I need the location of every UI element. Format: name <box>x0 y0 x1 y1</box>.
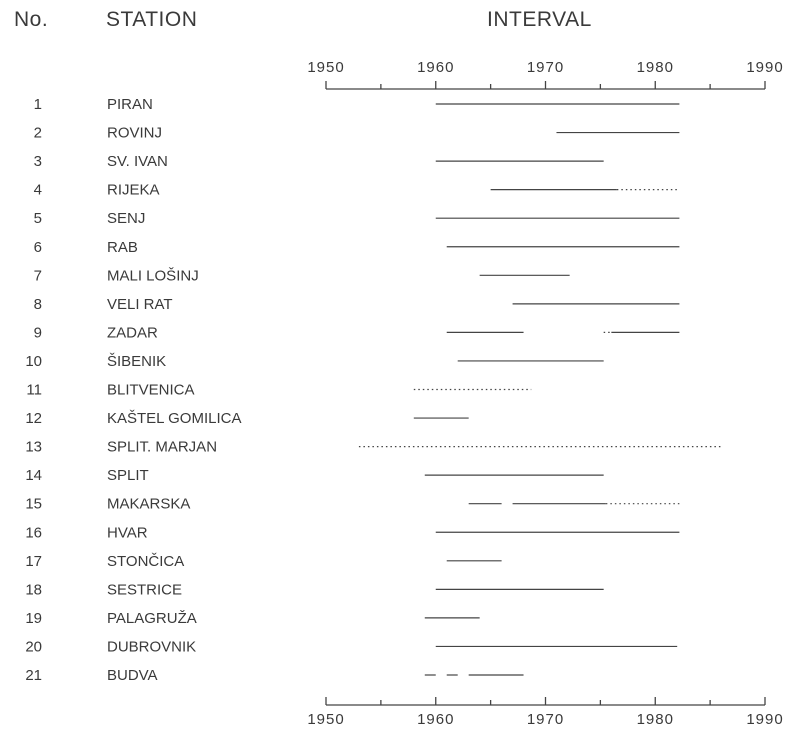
station-row: 21 BUDVA <box>25 667 524 684</box>
station-number: 3 <box>34 153 42 170</box>
bottom-tick-label: 1960 <box>417 711 454 728</box>
station-row: 18 SESTRICE <box>25 581 604 598</box>
header-no: No. <box>14 8 49 31</box>
station-row: 11 BLITVENICA <box>26 382 532 399</box>
station-row: 15 MAKARSKA <box>25 496 680 513</box>
station-number: 18 <box>25 581 42 598</box>
station-name: SPLIT. MARJAN <box>107 439 217 456</box>
station-row: 8 VELI RAT <box>34 296 680 313</box>
station-number: 7 <box>34 267 42 284</box>
station-number: 10 <box>25 353 42 370</box>
station-row: 5 SENJ <box>34 210 680 227</box>
station-number: 15 <box>25 496 42 513</box>
station-row: 1 PIRAN <box>34 96 680 113</box>
top-tick-label: 1980 <box>637 59 674 76</box>
station-row: 4 RIJEKA <box>34 182 680 199</box>
station-name: RIJEKA <box>107 182 160 199</box>
header-interval: INTERVAL <box>487 8 592 31</box>
station-row: 13 SPLIT. MARJAN <box>25 439 722 456</box>
station-number: 12 <box>25 410 42 427</box>
station-name: BLITVENICA <box>107 382 195 399</box>
top-tick-label: 1960 <box>417 59 454 76</box>
station-name: KAŠTEL GOMILICA <box>107 410 241 427</box>
top-tick-label: 1970 <box>527 59 564 76</box>
station-name: ZADAR <box>107 324 158 341</box>
station-number: 8 <box>34 296 42 313</box>
station-name: MAKARSKA <box>107 496 190 513</box>
station-name: DUBROVNIK <box>107 638 196 655</box>
station-number: 1 <box>34 96 42 113</box>
station-number: 6 <box>34 239 42 256</box>
station-number: 21 <box>25 667 42 684</box>
station-number: 19 <box>25 610 42 627</box>
station-name: VELI RAT <box>107 296 173 313</box>
top-tick-label: 1950 <box>307 59 344 76</box>
station-number: 17 <box>25 553 42 570</box>
station-name: MALI LOŠINJ <box>107 267 199 284</box>
station-row: 20 DUBROVNIK <box>25 638 678 655</box>
station-name: PIRAN <box>107 96 153 113</box>
station-row: 17 STONČICA <box>25 553 502 570</box>
bottom-tick-label: 1950 <box>307 711 344 728</box>
station-row: 12 KAŠTEL GOMILICA <box>25 410 469 427</box>
station-number: 5 <box>34 210 42 227</box>
station-row: 16 HVAR <box>25 524 680 541</box>
rows-layer: 1 PIRAN 2 ROVINJ 3 SV. IVAN 4 RIJEKA 5 SENJ 6 RAB 7 M… <box>25 96 722 684</box>
station-number: 9 <box>34 324 42 341</box>
station-number: 20 <box>25 638 42 655</box>
station-number: 2 <box>34 125 42 142</box>
station-number: 11 <box>26 382 42 399</box>
bottom-tick-label: 1970 <box>527 711 564 728</box>
station-row: 7 MALI LOŠINJ <box>34 267 570 284</box>
station-row: 10 ŠIBENIK <box>25 353 604 370</box>
station-row: 3 SV. IVAN <box>34 153 604 170</box>
station-name: SV. IVAN <box>107 153 168 170</box>
station-name: HVAR <box>107 524 148 541</box>
station-row: 19 PALAGRUŽA <box>25 610 480 627</box>
station-row: 2 ROVINJ <box>34 125 680 142</box>
station-row: 6 RAB <box>34 239 680 256</box>
axes-layer: 1950 1960 1970 1980 1990 1950 1960 1970 1980 1990 <box>307 59 783 728</box>
station-name: SESTRICE <box>107 581 182 598</box>
station-row: 14 SPLIT <box>25 467 604 484</box>
station-name: RAB <box>107 239 138 256</box>
station-name: SPLIT <box>107 467 149 484</box>
station-name: BUDVA <box>107 667 158 684</box>
station-name: STONČICA <box>107 553 184 570</box>
station-number: 16 <box>25 524 42 541</box>
station-name: PALAGRUŽA <box>107 610 197 627</box>
station-name: ROVINJ <box>107 125 162 142</box>
station-name: SENJ <box>107 210 145 227</box>
station-name: ŠIBENIK <box>107 353 166 370</box>
bottom-tick-label: 1980 <box>637 711 674 728</box>
header-station: STATION <box>106 8 198 31</box>
station-number: 14 <box>25 467 42 484</box>
bottom-tick-label: 1990 <box>746 711 783 728</box>
station-row: 9 ZADAR <box>34 324 680 341</box>
station-number: 4 <box>34 182 42 199</box>
station-number: 13 <box>25 439 42 456</box>
top-tick-label: 1990 <box>746 59 783 76</box>
